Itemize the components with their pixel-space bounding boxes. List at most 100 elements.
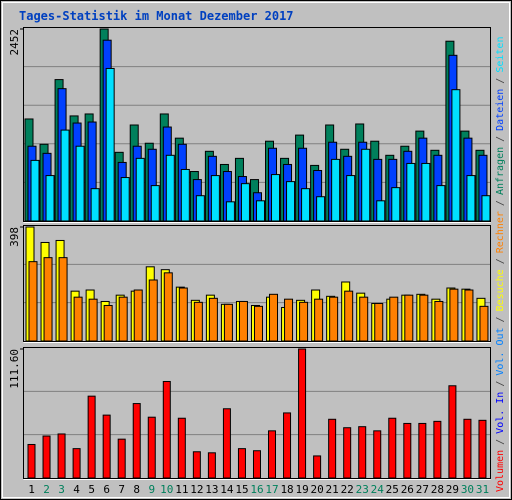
bar [148,279,158,342]
bar [252,450,261,479]
bar [180,168,190,222]
bar [329,296,339,342]
bar [359,296,369,342]
x-tick-label: 23 [356,483,369,496]
bar [120,177,130,222]
x-tick-label: 4 [73,483,80,496]
bar [163,272,173,342]
bar [117,438,126,479]
x-tick-label: 12 [190,483,203,496]
x-tick-label: 11 [175,483,188,496]
x-tick-label: 5 [88,483,95,496]
x-tick-label: 29 [446,483,459,496]
y-tick-label: 2452 [8,29,21,56]
x-tick-label: 17 [265,483,278,496]
legend-separator: / [495,200,506,206]
bar [208,297,218,342]
legend-separator: / [495,136,506,142]
x-tick-label: 27 [416,483,429,496]
x-tick-label: 8 [133,483,140,496]
bar [284,298,294,342]
bar [328,418,337,479]
x-tick-label: 14 [220,483,234,496]
bar [57,433,66,479]
bar [346,175,356,222]
x-tick-label: 13 [205,483,218,496]
legend-entry: Dateien [495,89,506,131]
bar [404,294,414,342]
bar [403,422,412,479]
x-tick-label: 19 [295,483,308,496]
bar [58,257,68,342]
bar [240,183,250,222]
bar [253,305,263,342]
bar [286,181,296,222]
bar [87,395,96,479]
bar [479,305,489,342]
bar [271,174,281,222]
chart-title: Tages-Statistik im Monat Dezember 2017 [19,9,294,23]
x-tick-label: 30 [461,483,474,496]
bar [27,443,36,479]
bar [237,448,246,479]
bar [103,304,113,342]
x-tick-label: 20 [311,483,324,496]
x-tick-label: 31 [476,483,489,496]
bar [73,296,83,342]
bar [135,157,145,222]
bar [178,287,188,342]
bar [344,290,354,342]
x-tick-label: 6 [103,483,110,496]
bar [313,455,322,479]
bar [314,298,324,342]
bar [481,195,491,222]
bar [389,296,399,342]
bar [269,293,279,342]
bar [60,129,70,222]
bar [177,417,186,479]
bar [299,301,309,342]
legend-entry: Volumen [495,450,506,492]
bar [434,300,444,342]
bar [75,145,85,222]
bar [374,302,384,342]
y-tick-label: 398 [8,227,21,247]
bar [193,301,203,342]
bar [210,175,220,222]
bar [255,200,265,222]
bar [331,158,341,222]
bar [301,188,311,222]
legend-entry: Rechner [495,211,506,253]
bar [451,89,461,222]
bar [358,426,367,479]
bar [268,430,277,479]
bar [150,185,160,222]
legend-entry: Besuche [495,269,506,311]
x-tick-label: 7 [118,483,125,496]
x-tick-label: 16 [250,483,263,496]
bar [42,435,51,479]
bar [421,162,431,222]
bar [72,448,81,479]
legend-entry: Anfragen [495,147,506,195]
bar [147,416,156,479]
bar [433,420,442,479]
bar [298,348,307,479]
bar [105,67,115,222]
legend-separator: / [495,316,506,322]
x-tick-label: 28 [431,483,444,496]
x-tick-label: 10 [160,483,173,496]
legend-entry: Seiten [495,37,506,73]
bar [222,408,231,479]
x-tick-label: 21 [326,483,339,496]
x-tick-label: 26 [401,483,414,496]
bar [436,185,446,222]
bar [464,289,474,342]
bar [207,452,216,479]
bar [223,303,233,342]
bar [118,296,128,342]
x-tick-label: 1 [28,483,35,496]
bar [133,289,143,342]
